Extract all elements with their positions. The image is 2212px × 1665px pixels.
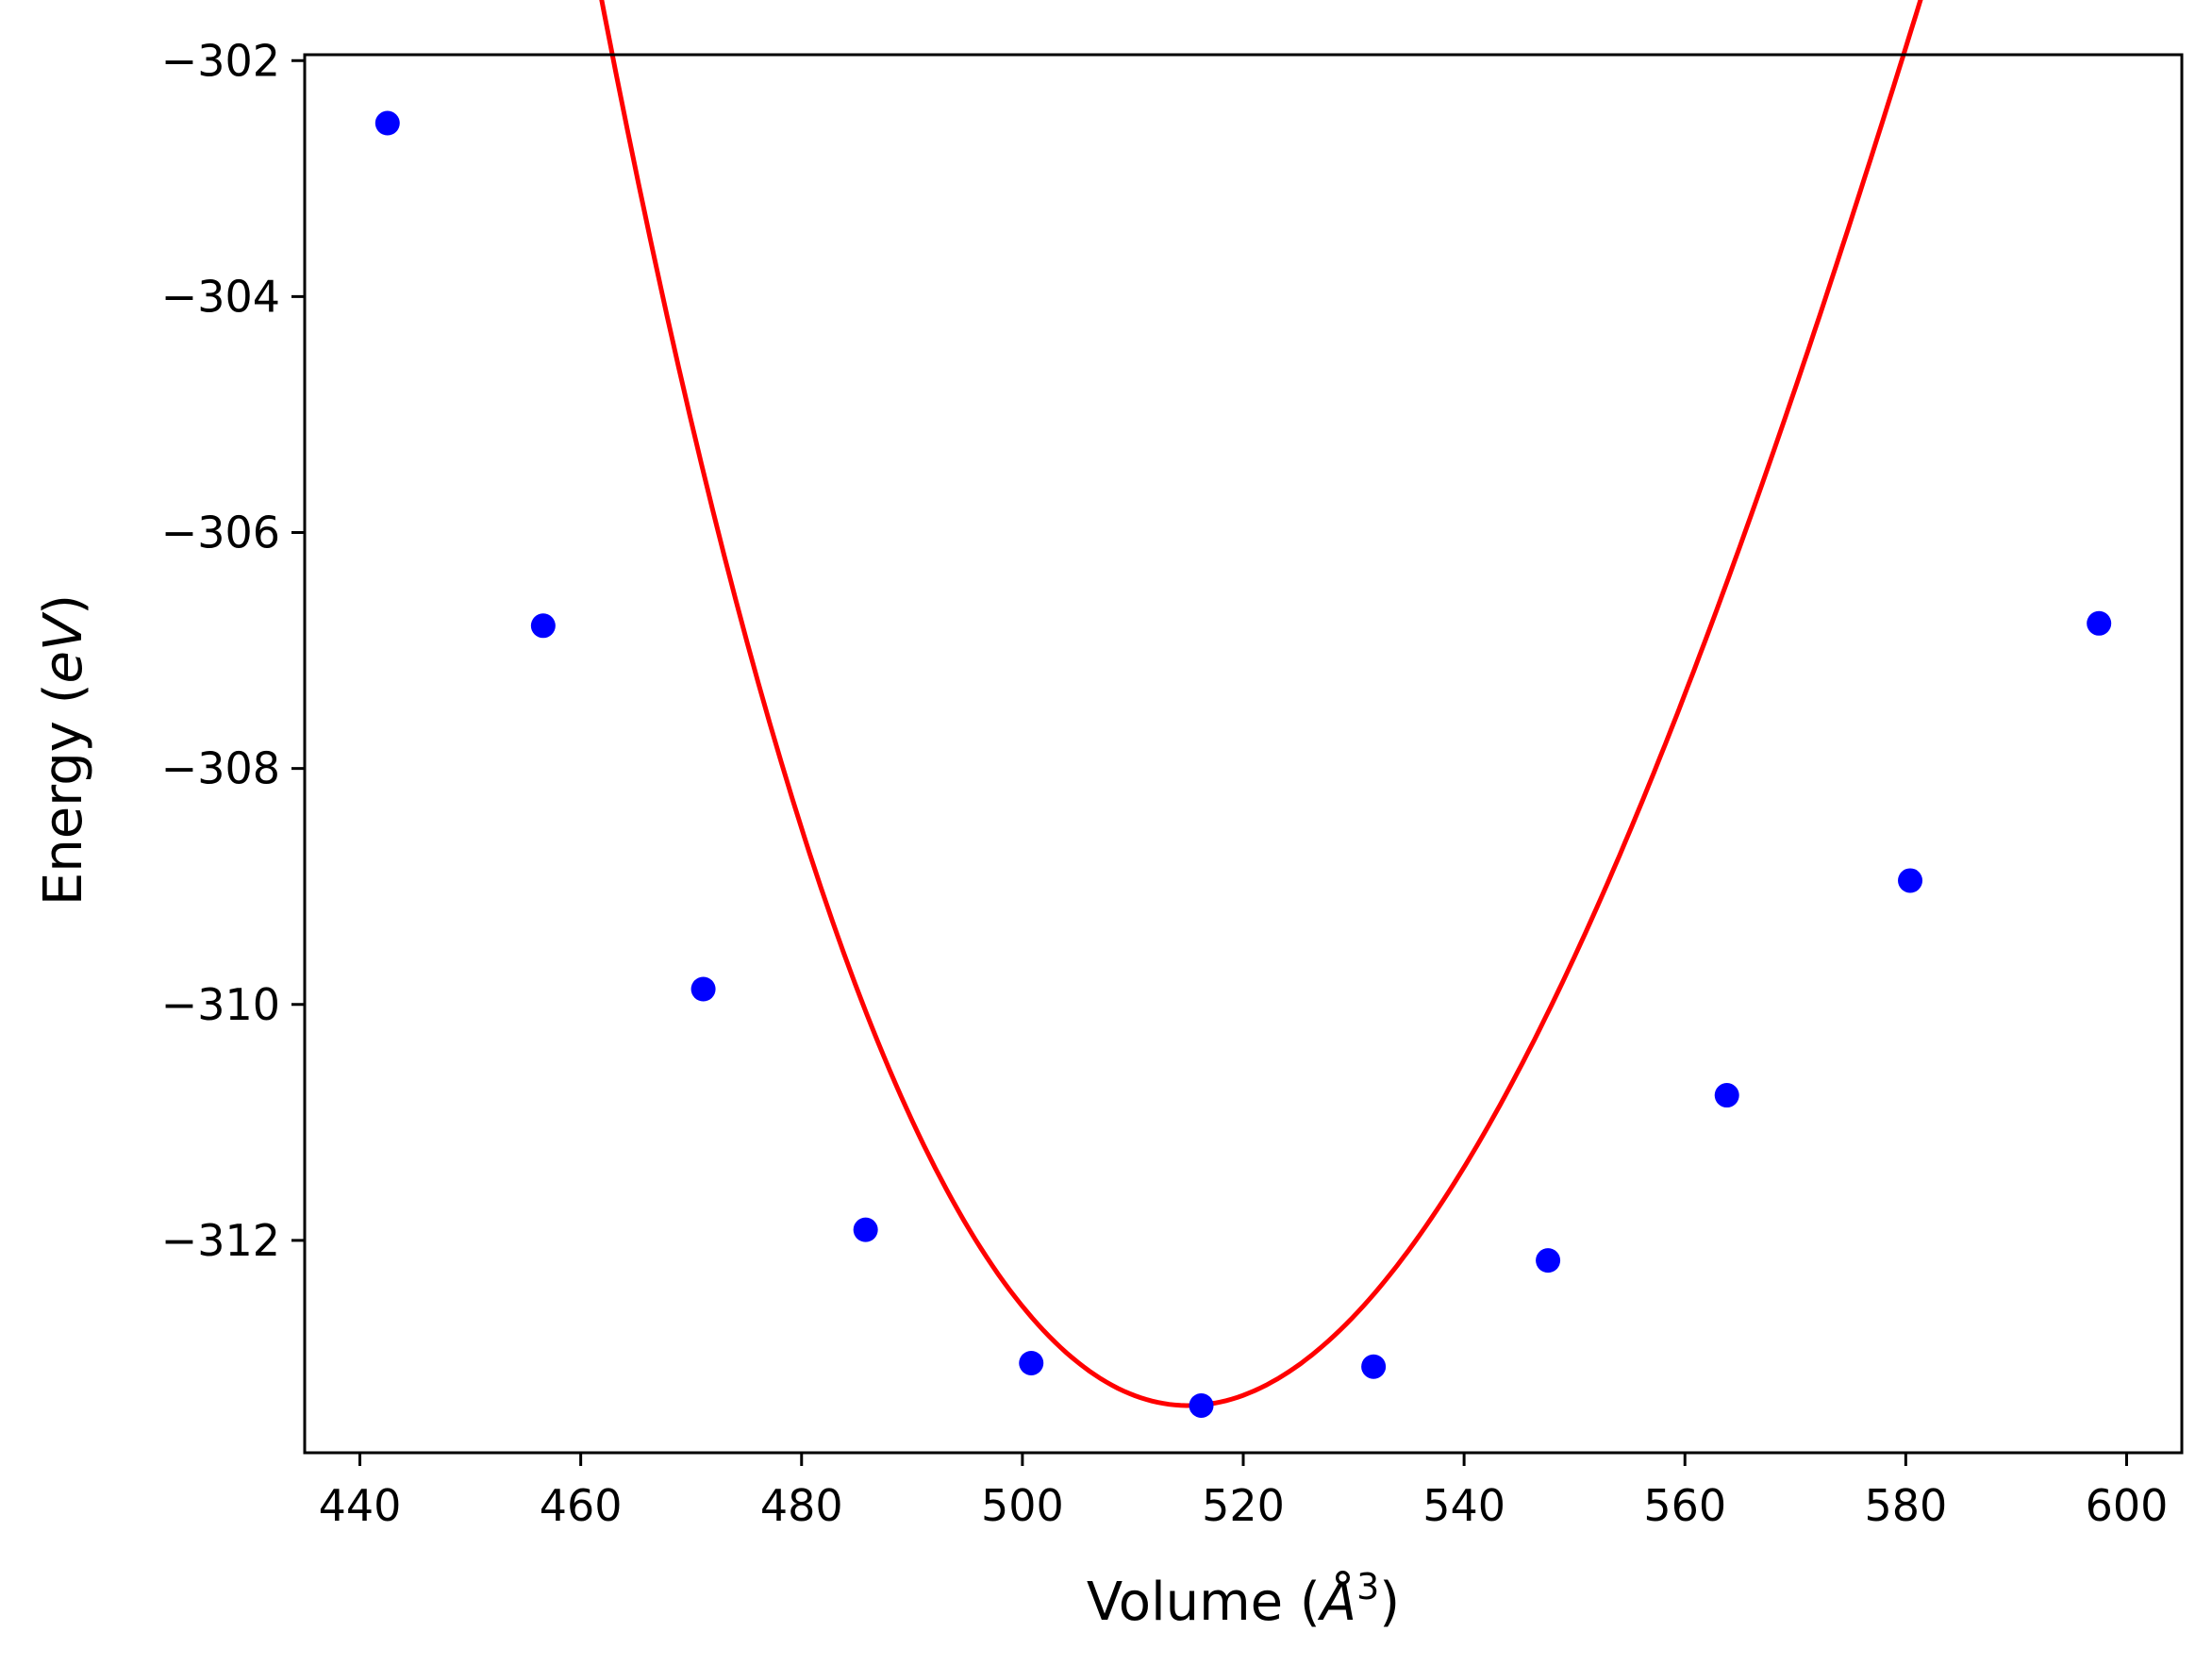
- data-point: [1714, 1083, 1739, 1108]
- data-point: [2087, 610, 2112, 636]
- y-axis-ticks: −312 −310 −308 −306 −304 −302: [161, 35, 305, 1266]
- data-point: [853, 1217, 878, 1242]
- y-tick-label: −308: [161, 743, 280, 794]
- data-point: [1536, 1248, 1561, 1274]
- y-tick-label: −304: [161, 271, 280, 322]
- y-tick-label: −310: [161, 979, 280, 1030]
- x-axis-ticks: 440 460 480 500 520 540 560 580 600: [319, 1453, 2169, 1531]
- y-tick-label: −306: [161, 508, 280, 558]
- x-tick-label: 560: [1643, 1480, 1726, 1531]
- y-axis-label: Energy (eV): [33, 594, 94, 906]
- fit-curve-layer: [599, 0, 1923, 1408]
- x-tick-label: 460: [540, 1480, 623, 1531]
- data-point: [1189, 1392, 1214, 1418]
- data-points-layer: [374, 110, 2112, 1418]
- x-tick-label: 540: [1422, 1480, 1505, 1531]
- x-tick-label: 580: [1864, 1480, 1947, 1531]
- data-point: [1898, 868, 1923, 893]
- data-point: [374, 110, 400, 136]
- data-point: [530, 613, 556, 639]
- x-tick-label: 480: [760, 1480, 843, 1531]
- x-tick-label: 600: [2086, 1480, 2169, 1531]
- x-axis-label: Volume (Å3): [1087, 1566, 1400, 1633]
- data-point: [1019, 1350, 1044, 1375]
- x-tick-label: 500: [981, 1480, 1064, 1531]
- x-tick-label: 520: [1202, 1480, 1285, 1531]
- fit-curve-line: [599, 0, 1923, 1408]
- y-tick-label: −312: [161, 1215, 280, 1266]
- x-tick-label: 440: [319, 1480, 402, 1531]
- data-point: [1361, 1354, 1387, 1379]
- y-tick-label: −302: [161, 35, 280, 86]
- data-point: [690, 976, 716, 1002]
